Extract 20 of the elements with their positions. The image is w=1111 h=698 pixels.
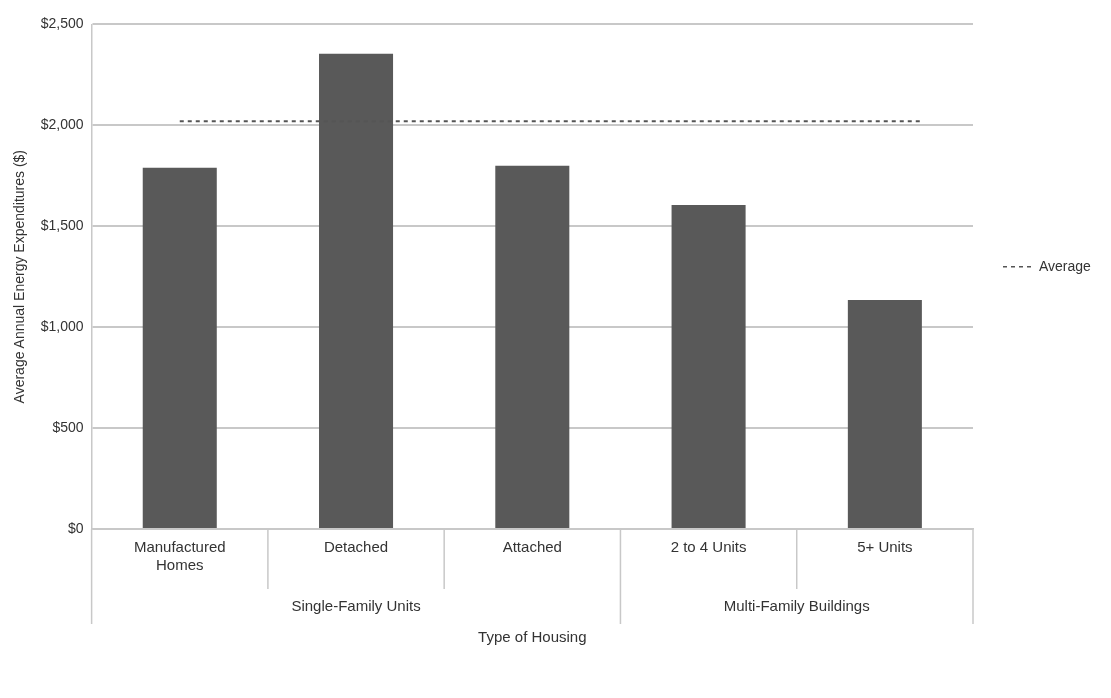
x-tick-label: Attached — [502, 538, 562, 556]
bar — [671, 205, 746, 528]
y-tick-label: $1,500 — [40, 217, 84, 234]
y-tick-label: $2,500 — [40, 15, 84, 32]
x-axis-title: Type of Housing — [478, 628, 587, 646]
y-tick-label: $2,000 — [40, 116, 84, 133]
text: Single-Family Units — [291, 597, 421, 615]
x-tick-label: Manufactured Homes — [133, 538, 226, 574]
y-tick-label: $0 — [68, 519, 84, 536]
y-tick-label: $1,000 — [40, 318, 84, 335]
bar — [495, 165, 570, 528]
y-axis-title: Average Annual Energy Expenditures ($) — [11, 149, 28, 404]
bar — [847, 299, 922, 528]
x-tick-label: Detached — [323, 538, 389, 556]
bar — [142, 167, 217, 528]
y-tick-label: $500 — [52, 418, 84, 435]
text: Multi-Family Buildings — [723, 597, 870, 615]
legend-label: Average — [1039, 257, 1092, 274]
x-tick-label: 2 to 4 Units — [670, 538, 747, 556]
x-tick-label: 5+ Units — [857, 538, 913, 556]
